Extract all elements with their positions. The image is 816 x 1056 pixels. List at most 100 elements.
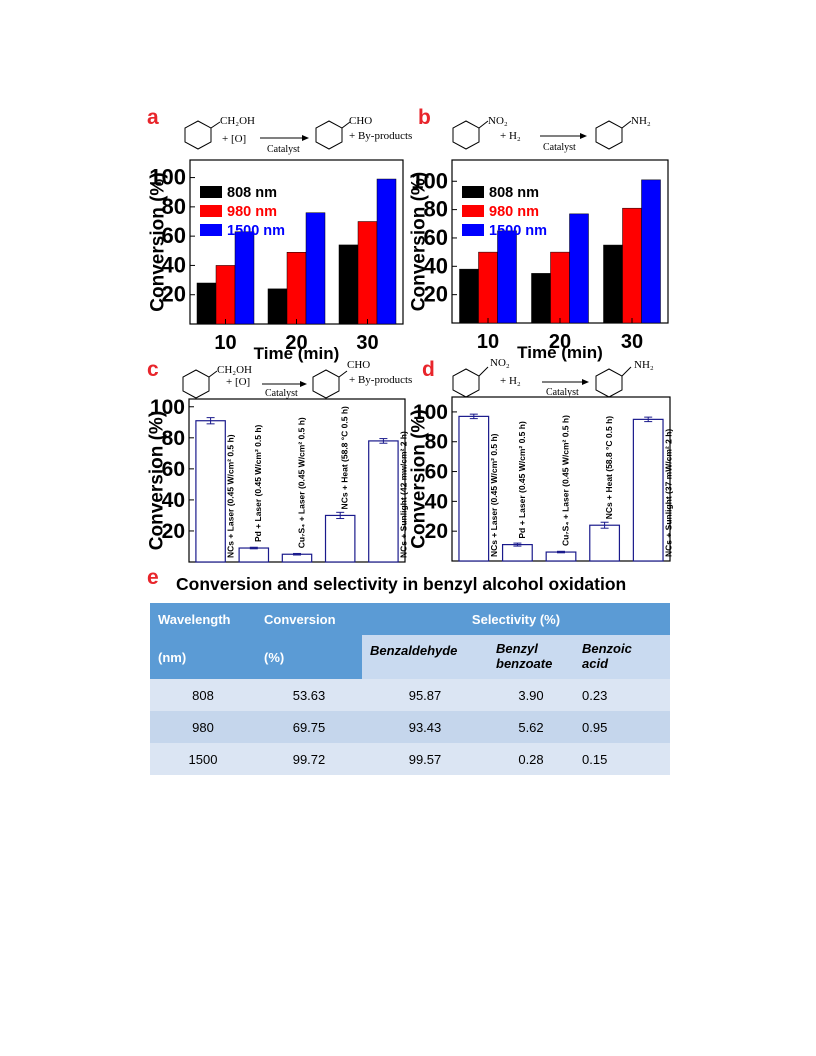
header-benzoic-acid-line1: Benzoic <box>582 641 632 656</box>
cell-benzaldehyde: 99.57 <box>362 743 488 775</box>
panel-letter-a: a <box>147 106 159 129</box>
legend-swatch-a <box>200 224 222 236</box>
category-label-d: NCs + Sunlight (37 mW/cm² 2 h) <box>663 429 673 557</box>
bar-c <box>238 547 270 563</box>
bar-b-808-nm <box>603 244 623 324</box>
bar-a-1500-nm <box>376 178 397 325</box>
category-label-d: Pd + Laser (0.45 W/cm² 0.5 h) <box>517 421 527 539</box>
scheme-d-catalyst: Catalyst <box>546 387 579 398</box>
header-conversion-unit: (%) <box>256 635 362 679</box>
panel-letter-b: b <box>418 106 431 129</box>
cell-benzoic-acid: 0.23 <box>574 679 670 711</box>
bar-c <box>324 514 356 563</box>
x-tick-label-a: 10 <box>214 332 236 354</box>
scheme-b: NO₂ + H₂ Catalyst NH₂ <box>452 115 651 153</box>
cell-benzyl-benzoate: 0.28 <box>488 743 574 775</box>
header-benzyl-benzoate-line1: Benzyl <box>496 641 538 656</box>
legend-label-a: 808 nm <box>227 185 277 201</box>
legend-label-b: 1500 nm <box>489 223 547 239</box>
x-tick-label-b: 20 <box>549 331 571 353</box>
cell-wavelength: 808 <box>150 679 256 711</box>
table-row: 980 69.75 93.43 5.62 0.95 <box>150 711 670 743</box>
scheme-b-product: NH₂ <box>631 115 651 127</box>
scheme-c-product: CHO <box>347 359 370 371</box>
y-tick-label-a: 20 <box>162 282 186 307</box>
category-label-c: Pd + Laser (0.45 W/cm² 0.5 h) <box>253 424 263 542</box>
header-wavelength: Wavelength <box>150 603 256 635</box>
legend-label-a: 980 nm <box>227 204 277 220</box>
bar-b-1500-nm <box>569 213 589 324</box>
scheme-a-reagent: + [O] <box>222 133 246 145</box>
panel-letter-e: e <box>147 566 159 589</box>
y-tick-label-d: 40 <box>425 490 448 513</box>
y-tick-label-d: 80 <box>425 431 448 454</box>
legend-label-b: 980 nm <box>489 204 539 220</box>
y-tick-label-c: 40 <box>162 489 185 512</box>
y-tick-label-d: 100 <box>413 401 448 424</box>
y-tick-label-c: 60 <box>162 458 185 481</box>
y-tick-label-b: 60 <box>424 225 448 250</box>
bar-a-980-nm <box>286 252 307 325</box>
y-tick-label-c: 80 <box>162 427 185 450</box>
header-benzyl-benzoate-line2: benzoate <box>496 656 553 671</box>
y-tick-label-b: 80 <box>424 197 448 222</box>
bar-a-980-nm <box>215 265 236 325</box>
bar-b-1500-nm <box>641 179 661 324</box>
cell-wavelength: 980 <box>150 711 256 743</box>
bar-d <box>501 543 533 562</box>
bar-d <box>545 551 577 562</box>
scheme-a-byproducts: + By-products <box>349 130 412 142</box>
scheme-d-reagent: + H₂ <box>500 375 521 387</box>
y-tick-label-a: 100 <box>149 165 186 190</box>
y-tick-label-a: 80 <box>162 194 186 219</box>
scheme-a: CH₂OH + [O] Catalyst CHO + By-products <box>184 115 412 155</box>
scheme-b-catalyst: Catalyst <box>543 142 576 153</box>
x-axis-label-b: Time (min) <box>517 343 603 362</box>
bar-a-808-nm <box>267 288 288 325</box>
y-tick-label-c: 20 <box>162 520 185 543</box>
selectivity-table: Wavelength Conversion Selectivity (%) (n… <box>150 603 670 775</box>
header-benzyl-benzoate: Benzyl benzoate <box>488 635 574 679</box>
header-benzoic-acid: Benzoic acid <box>574 635 670 679</box>
cell-wavelength: 1500 <box>150 743 256 775</box>
bar-b-980-nm <box>478 251 498 324</box>
legend-label-a: 1500 nm <box>227 223 285 239</box>
category-label-c: NCs + Sunlight (42 mw/cm² 2 h) <box>398 431 408 558</box>
scheme-d-product: NH₂ <box>634 359 654 371</box>
x-axis-label-a: Time (min) <box>254 344 340 363</box>
bar-a-808-nm <box>196 282 217 325</box>
panel-letter-d: d <box>422 358 435 381</box>
category-label-c: NCs + Laser (0.45 W/cm² 0.5 h) <box>226 434 236 558</box>
scheme-a-product: CHO <box>349 115 372 127</box>
cell-benzaldehyde: 95.87 <box>362 679 488 711</box>
legend-label-b: 808 nm <box>489 185 539 201</box>
x-tick-label-b: 10 <box>477 331 499 353</box>
legend-swatch-b <box>462 186 484 198</box>
panel-letter-c: c <box>147 358 159 381</box>
legend-swatch-a <box>200 205 222 217</box>
scheme-b-reagent: + H₂ <box>500 130 521 142</box>
y-tick-label-d: 20 <box>425 520 448 543</box>
scheme-d: NO₂ + H₂ Catalyst NH₂ <box>452 357 654 398</box>
scheme-a-reactant: CH₂OH <box>220 115 255 127</box>
y-tick-label-d: 60 <box>425 461 448 484</box>
bar-c <box>368 440 399 563</box>
y-tick-label-b: 100 <box>411 168 448 193</box>
bar-d <box>589 524 621 562</box>
figure-canvas: CH₂OH + [O] Catalyst CHO + By-products N… <box>147 115 673 563</box>
y-tick-label-a: 40 <box>162 252 186 277</box>
bar-c <box>195 420 226 563</box>
bar-b-808-nm <box>459 268 479 324</box>
y-tick-label-a: 60 <box>162 223 186 248</box>
legend-swatch-b <box>462 224 484 236</box>
scheme-c-byproducts: + By-products <box>349 374 412 386</box>
scheme-c-catalyst: Catalyst <box>265 388 298 399</box>
bar-a-1500-nm <box>305 212 326 325</box>
cell-benzyl-benzoate: 3.90 <box>488 679 574 711</box>
cell-conversion: 69.75 <box>256 711 362 743</box>
category-label-d: Cu₇S₄ + Laser (0.45 W/cm² 0.5 h) <box>560 415 570 546</box>
scheme-b-reactant: NO₂ <box>488 115 508 127</box>
bar-d <box>458 415 490 562</box>
y-tick-label-b: 20 <box>424 282 448 307</box>
bar-d <box>632 418 664 562</box>
